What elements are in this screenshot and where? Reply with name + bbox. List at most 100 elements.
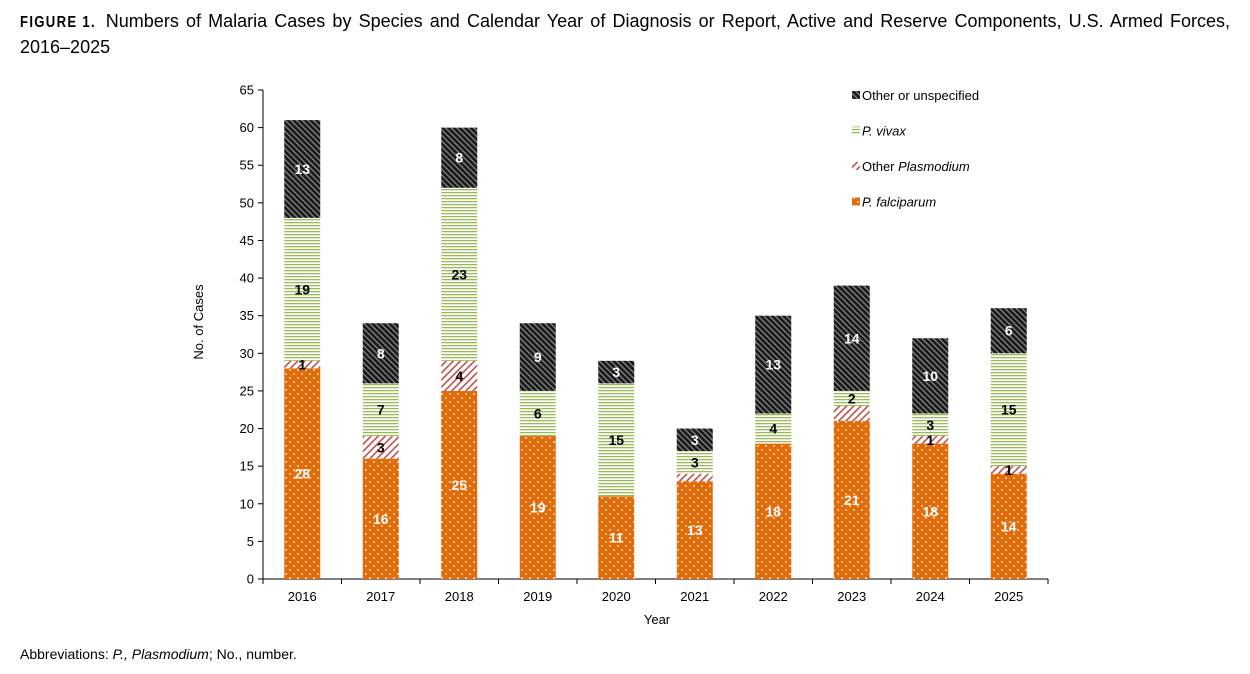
legend-label: Other Plasmodium [862,159,970,174]
bar-segment [833,421,870,579]
data-label: 18 [922,503,938,519]
chart-legend: Other or unspecified P. vivax Other Plasmo… [852,88,979,210]
x-tick-label: 2017 [366,589,395,604]
data-label: 3 [691,432,699,448]
x-tick-label: 2022 [759,589,788,604]
data-label: 9 [534,349,542,365]
y-tick-label: 15 [240,459,254,474]
bar-segment [598,496,635,579]
footnote-suffix: ; No., number. [208,646,297,662]
data-label: 15 [608,432,624,448]
figure-title: FIGURE 1. Numbers of Malaria Cases by Sp… [20,9,1230,59]
bar-segment [441,187,478,361]
y-tick-label: 25 [240,383,254,398]
footnote-prefix: Abbreviations: [20,646,113,662]
figure-label: FIGURE 1. [20,14,96,31]
y-axis-title: No. of Cases [191,284,206,360]
data-label: 19 [530,500,546,516]
bar-segment [912,338,949,414]
x-axis-title: Year [644,612,671,627]
bar-segment [755,413,792,444]
y-tick-label: 0 [247,572,254,587]
x-tick-label: 2021 [680,589,709,604]
bar-segment [990,473,1027,579]
y-tick-label: 65 [240,83,254,98]
x-tick-label: 2025 [994,589,1023,604]
data-label: 13 [294,161,310,177]
legend-swatch [852,91,860,99]
bar-segment [755,315,792,414]
legend-swatch [852,197,860,206]
data-label: 11 [609,530,624,546]
footnote-italic: P., Plasmodium [112,646,209,662]
legend-swatch [852,162,860,170]
legend-label: Other or unspecified [862,88,979,103]
bar-segment [284,368,321,579]
bar-segment [441,360,478,391]
bar-segment [833,285,870,391]
data-label: 1 [1005,462,1013,478]
x-tick-label: 2023 [837,589,866,604]
data-label: 13 [765,357,781,373]
bar-segment [676,481,713,579]
data-label: 3 [691,454,699,470]
data-label: 3 [926,417,934,433]
bar-segment [362,458,399,579]
bar-segment [441,390,478,579]
y-tick-label: 55 [240,158,254,173]
bar-segment [676,451,713,474]
bar-segment [755,443,792,579]
x-tick-label: 2020 [602,589,631,604]
y-tick-label: 35 [240,308,254,323]
bar-segment [990,353,1027,467]
bar-segment [284,360,321,369]
y-tick-label: 60 [240,120,254,135]
bar-segment [362,436,399,459]
bar-segment [833,390,870,406]
data-label: 16 [373,511,389,527]
bar-segment [362,383,399,437]
data-label: 28 [294,466,310,482]
data-label: 21 [844,492,860,508]
data-label: 18 [765,503,781,519]
bar-segment [912,413,949,437]
bar-segment [519,323,556,391]
data-label: 4 [769,421,777,437]
bar-segment [519,390,556,437]
y-tick-label: 45 [240,233,254,248]
data-label: 15 [1001,402,1017,418]
bar-segment [598,383,635,497]
data-label: 10 [922,368,938,384]
bar-segment [990,308,1027,354]
data-label: 7 [377,402,385,418]
x-tick-label: 2016 [288,589,317,604]
legend-swatch [852,126,860,135]
data-label: 23 [451,266,467,282]
y-tick-label: 50 [240,195,254,210]
y-tick-label: 40 [240,271,254,286]
bar-segment [676,428,713,452]
y-tick-label: 10 [240,496,254,511]
data-label: 13 [687,522,703,538]
bar-segment [912,436,949,444]
bar-segment [990,466,1027,474]
figure-title-text: Numbers of Malaria Cases by Species and … [20,11,1230,57]
data-label: 2 [848,390,856,406]
bar-segment [284,217,321,361]
data-label: 19 [294,281,310,297]
bar-segment [833,405,870,422]
data-label: 14 [844,330,860,346]
chart-data-labels: 2811913163782542381969111531333184132121… [294,150,1016,546]
y-tick-label: 20 [240,421,254,436]
bar-segment [441,127,478,188]
abbreviations-footnote: Abbreviations: P., Plasmodium; No., numb… [20,646,297,662]
data-label: 6 [534,405,542,421]
data-label: 3 [612,364,620,380]
data-label: 14 [1001,518,1017,534]
y-tick-label: 5 [247,534,254,549]
x-tick-label: 2018 [445,589,474,604]
data-label: 8 [377,345,385,361]
data-label: 1 [298,357,306,373]
